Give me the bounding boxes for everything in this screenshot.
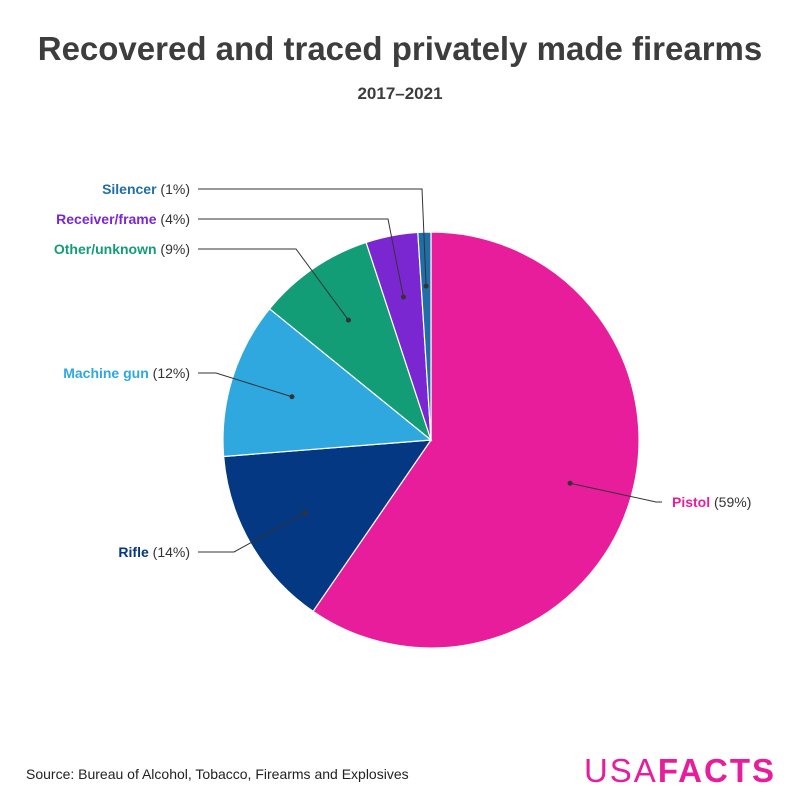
slice-percent-silencer: (1%)	[157, 181, 190, 197]
source-note: Source: Bureau of Alcohol, Tobacco, Fire…	[26, 766, 409, 782]
leader-dot-other-unknown	[345, 317, 351, 323]
slice-name-rifle: Rifle	[118, 544, 149, 560]
slice-label-receiver-frame: Receiver/frame (4%)	[56, 211, 190, 227]
leader-dot-pistol	[567, 480, 573, 486]
logo-usa: USA	[583, 752, 658, 789]
slice-rifle	[223, 439, 433, 613]
slice-other-unknown	[268, 241, 433, 442]
slice-percent-rifle: (14%)	[149, 544, 190, 560]
leader-dot-receiver-frame	[400, 294, 406, 300]
leader-line-rifle	[198, 512, 306, 553]
slice-label-machine-gun: Machine gun (12%)	[63, 365, 190, 381]
slice-name-other-unknown: Other/unknown	[54, 241, 157, 257]
chart-title: Recovered and traced privately made fire…	[37, 30, 763, 67]
slice-name-receiver-frame: Receiver/frame	[56, 211, 157, 227]
slice-percent-pistol: (59%)	[710, 494, 751, 510]
slice-silencer	[417, 231, 432, 441]
slice-label-pistol: Pistol (59%)	[672, 494, 751, 510]
slice-percent-other-unknown: (9%)	[157, 241, 190, 257]
leader-line-machine-gun	[198, 372, 293, 398]
slice-label-silencer: Silencer (1%)	[102, 181, 190, 197]
leader-line-pistol	[569, 482, 662, 503]
usafacts-logo: USAFACTS	[584, 752, 776, 790]
slice-name-pistol: Pistol	[672, 494, 710, 510]
leader-dot-machine-gun	[289, 394, 295, 400]
slice-name-silencer: Silencer	[102, 181, 157, 197]
slice-percent-machine-gun: (12%)	[149, 365, 190, 381]
leader-line-receiver-frame	[198, 218, 404, 298]
leader-dot-rifle	[302, 510, 308, 516]
leader-dot-silencer	[423, 283, 429, 289]
logo-facts: FACTS	[657, 752, 776, 789]
slice-pistol	[312, 231, 640, 649]
slice-label-other-unknown: Other/unknown (9%)	[54, 241, 190, 257]
slice-name-machine-gun: Machine gun	[63, 365, 149, 381]
chart-subtitle: 2017–2021	[357, 84, 443, 103]
leader-line-other-unknown	[198, 248, 349, 321]
slice-percent-receiver-frame: (4%)	[157, 211, 190, 227]
leader-line-silencer	[198, 188, 427, 287]
slice-label-rifle: Rifle (14%)	[118, 544, 190, 560]
